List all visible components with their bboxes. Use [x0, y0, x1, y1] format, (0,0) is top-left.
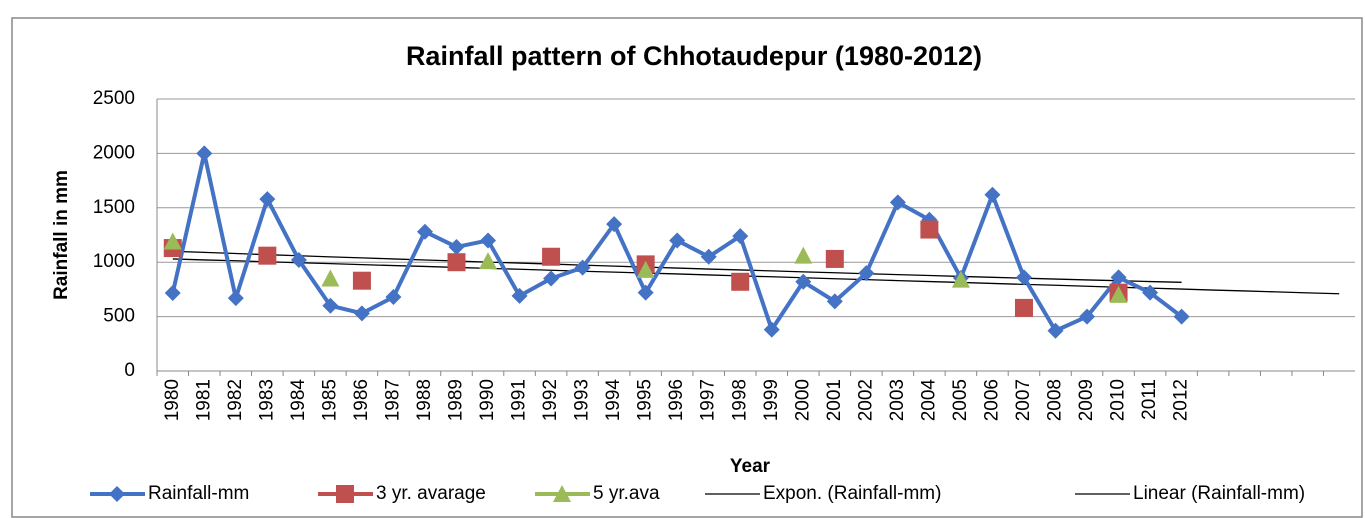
x-tick-label: 1996: [666, 379, 687, 421]
x-tick-label: 2009: [1076, 379, 1097, 421]
marker: [1109, 285, 1128, 303]
y-tick-label: 1500: [93, 197, 135, 218]
x-tick-label: 2010: [1108, 379, 1129, 421]
marker: [511, 287, 528, 304]
marker: [763, 321, 780, 338]
x-tick-label: 1999: [761, 379, 782, 421]
x-tick-label: 1993: [572, 379, 593, 421]
x-tick-label: 1981: [193, 379, 214, 421]
marker: [637, 284, 654, 301]
y-tick-label: 2500: [93, 88, 135, 109]
x-tick-label: 1985: [319, 379, 340, 421]
marker: [795, 273, 812, 290]
marker: [416, 223, 433, 240]
x-tick-label: 2008: [1045, 379, 1066, 421]
chart-frame: [11, 17, 1363, 518]
x-tick-label: 1982: [225, 379, 246, 421]
marker: [1142, 284, 1159, 301]
legend-label: 3 yr. avarage: [376, 483, 486, 504]
marker: [1047, 322, 1064, 339]
marker: [825, 249, 844, 268]
x-tick-label: 1992: [540, 379, 561, 421]
marker: [259, 191, 276, 208]
x-tick-label: 1995: [635, 379, 656, 421]
legend-label: Rainfall-mm: [148, 483, 249, 504]
marker: [353, 305, 370, 322]
marker: [543, 270, 560, 287]
x-tick-label: 1991: [509, 379, 530, 421]
x-tick-label: 2005: [950, 379, 971, 421]
marker: [336, 485, 354, 503]
x-tick-label: 2007: [1013, 379, 1034, 421]
marker: [889, 194, 906, 211]
marker: [164, 284, 181, 301]
legend-label: 5 yr.ava: [593, 483, 660, 504]
x-tick-label: 2002: [855, 379, 876, 421]
marker: [794, 246, 813, 264]
x-tick-label: 2012: [1171, 379, 1192, 421]
marker: [920, 220, 939, 239]
marker: [322, 297, 339, 314]
x-tick-label: 1997: [698, 379, 719, 421]
marker: [109, 486, 125, 502]
x-tick-label: 2003: [887, 379, 908, 421]
marker: [731, 272, 750, 291]
x-tick-label: 2004: [918, 379, 939, 422]
x-tick-label: 1990: [477, 379, 498, 421]
x-tick-label: 1989: [446, 379, 467, 421]
marker: [448, 238, 465, 255]
marker: [984, 186, 1001, 203]
legend-label: Linear (Rainfall-mm): [1133, 483, 1305, 504]
marker: [542, 247, 561, 266]
x-tick-label: 2000: [792, 379, 813, 421]
marker: [951, 270, 970, 288]
x-tick-label: 1986: [351, 379, 372, 421]
marker: [574, 259, 591, 276]
marker: [196, 145, 213, 162]
x-tick-label: 2006: [981, 379, 1002, 421]
marker: [732, 228, 749, 245]
x-tick-label: 1998: [729, 379, 750, 421]
marker: [858, 265, 875, 282]
marker: [480, 232, 497, 249]
marker: [553, 485, 571, 502]
x-tick-label: 1994: [603, 379, 624, 422]
marker: [321, 269, 340, 287]
marker: [606, 216, 623, 233]
marker: [669, 232, 686, 249]
marker: [1015, 269, 1032, 286]
x-axis-title: Year: [730, 456, 771, 477]
marker: [290, 252, 307, 269]
trend-line: [172, 250, 1182, 283]
x-tick-label: 1983: [256, 379, 277, 421]
marker: [479, 252, 498, 270]
x-tick-label: 1988: [414, 379, 435, 421]
marker: [258, 246, 277, 265]
marker: [636, 260, 655, 278]
y-tick-label: 500: [103, 306, 135, 327]
y-tick-label: 2000: [93, 142, 135, 163]
marker: [1079, 308, 1096, 325]
marker: [700, 248, 717, 265]
legend-label: Expon. (Rainfall-mm): [763, 483, 941, 504]
marker: [1014, 298, 1033, 317]
x-tick-label: 1987: [382, 379, 403, 421]
marker: [385, 289, 402, 306]
x-tick-label: 2011: [1139, 379, 1160, 420]
marker: [227, 290, 244, 307]
x-tick-label: 1984: [288, 379, 309, 422]
marker: [1173, 308, 1190, 325]
chart-title: Rainfall pattern of Chhotaudepur (1980-2…: [406, 41, 982, 71]
x-tick-label: 1980: [162, 379, 183, 421]
x-tick-label: 2001: [824, 379, 845, 421]
y-tick-label: 1000: [93, 251, 135, 272]
marker: [352, 271, 371, 290]
y-tick-label: 0: [124, 360, 135, 381]
marker: [826, 293, 843, 310]
y-axis-title: Rainfall in mm: [51, 170, 72, 300]
marker: [447, 253, 466, 272]
marker: [1110, 269, 1127, 286]
marker: [163, 232, 182, 250]
